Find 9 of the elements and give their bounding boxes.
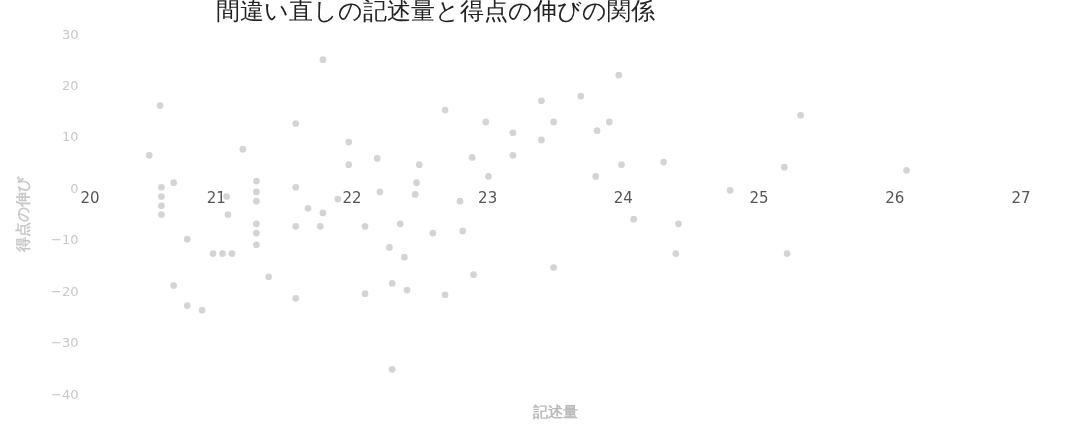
x-tick-label: 22 [342,188,362,207]
x-tick-label: 25 [749,188,769,207]
x-tick-label: 20 [80,188,100,207]
x-tick-label: 26 [885,188,905,207]
x-tick-label: 23 [478,188,498,207]
x-axis-title: 記述量 [532,402,578,421]
x-tick-label: 24 [613,188,633,207]
x-tick-label: 21 [206,188,226,207]
x-tick-label: 27 [1011,188,1031,207]
